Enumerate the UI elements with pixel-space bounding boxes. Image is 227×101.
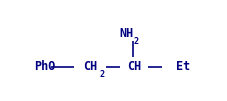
Text: Et: Et — [176, 60, 190, 73]
Text: CH: CH — [83, 60, 97, 73]
Text: PhO: PhO — [34, 60, 55, 73]
Text: NH: NH — [119, 27, 133, 40]
Text: CH: CH — [127, 60, 141, 73]
Text: 2: 2 — [100, 70, 105, 79]
Text: 2: 2 — [133, 37, 138, 46]
